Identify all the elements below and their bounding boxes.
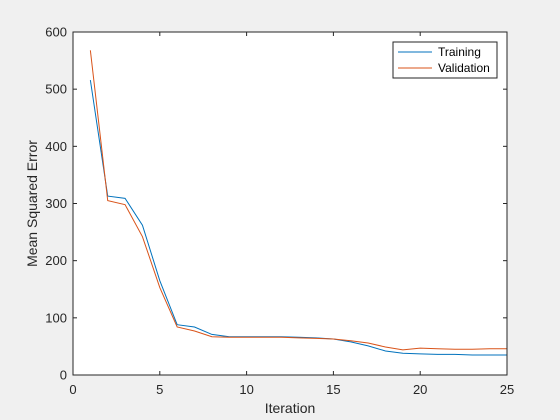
legend-box <box>392 41 498 79</box>
x-tick-label: 15 <box>326 382 340 397</box>
y-tick-label: 200 <box>45 253 67 268</box>
legend: Training Validation <box>392 41 498 79</box>
y-tick-label: 500 <box>45 82 67 97</box>
x-tick-label: 25 <box>500 382 514 397</box>
y-tick-label: 300 <box>45 196 67 211</box>
x-tick-label: 10 <box>239 382 253 397</box>
x-tick-label: 0 <box>69 382 76 397</box>
x-axis-label: Iteration <box>265 400 316 416</box>
x-tick-label: 5 <box>156 382 163 397</box>
legend-label-training: Training <box>438 45 481 59</box>
series-line-validation <box>89 50 507 351</box>
x-tick-label: 20 <box>413 382 427 397</box>
y-tick-label: 0 <box>60 368 67 383</box>
y-tick-label: 100 <box>45 310 67 325</box>
series-line-training <box>89 79 507 356</box>
plot-area <box>73 32 507 375</box>
y-tick-label: 400 <box>45 139 67 154</box>
y-axis: 0 100 200 300 400 500 600 <box>45 25 507 383</box>
y-axis-label: Mean Squared Error <box>24 140 40 267</box>
x-axis: 0 5 10 15 20 25 <box>69 32 514 397</box>
legend-label-validation: Validation <box>438 61 490 75</box>
y-tick-label: 600 <box>45 25 67 40</box>
series-layer <box>89 50 507 356</box>
